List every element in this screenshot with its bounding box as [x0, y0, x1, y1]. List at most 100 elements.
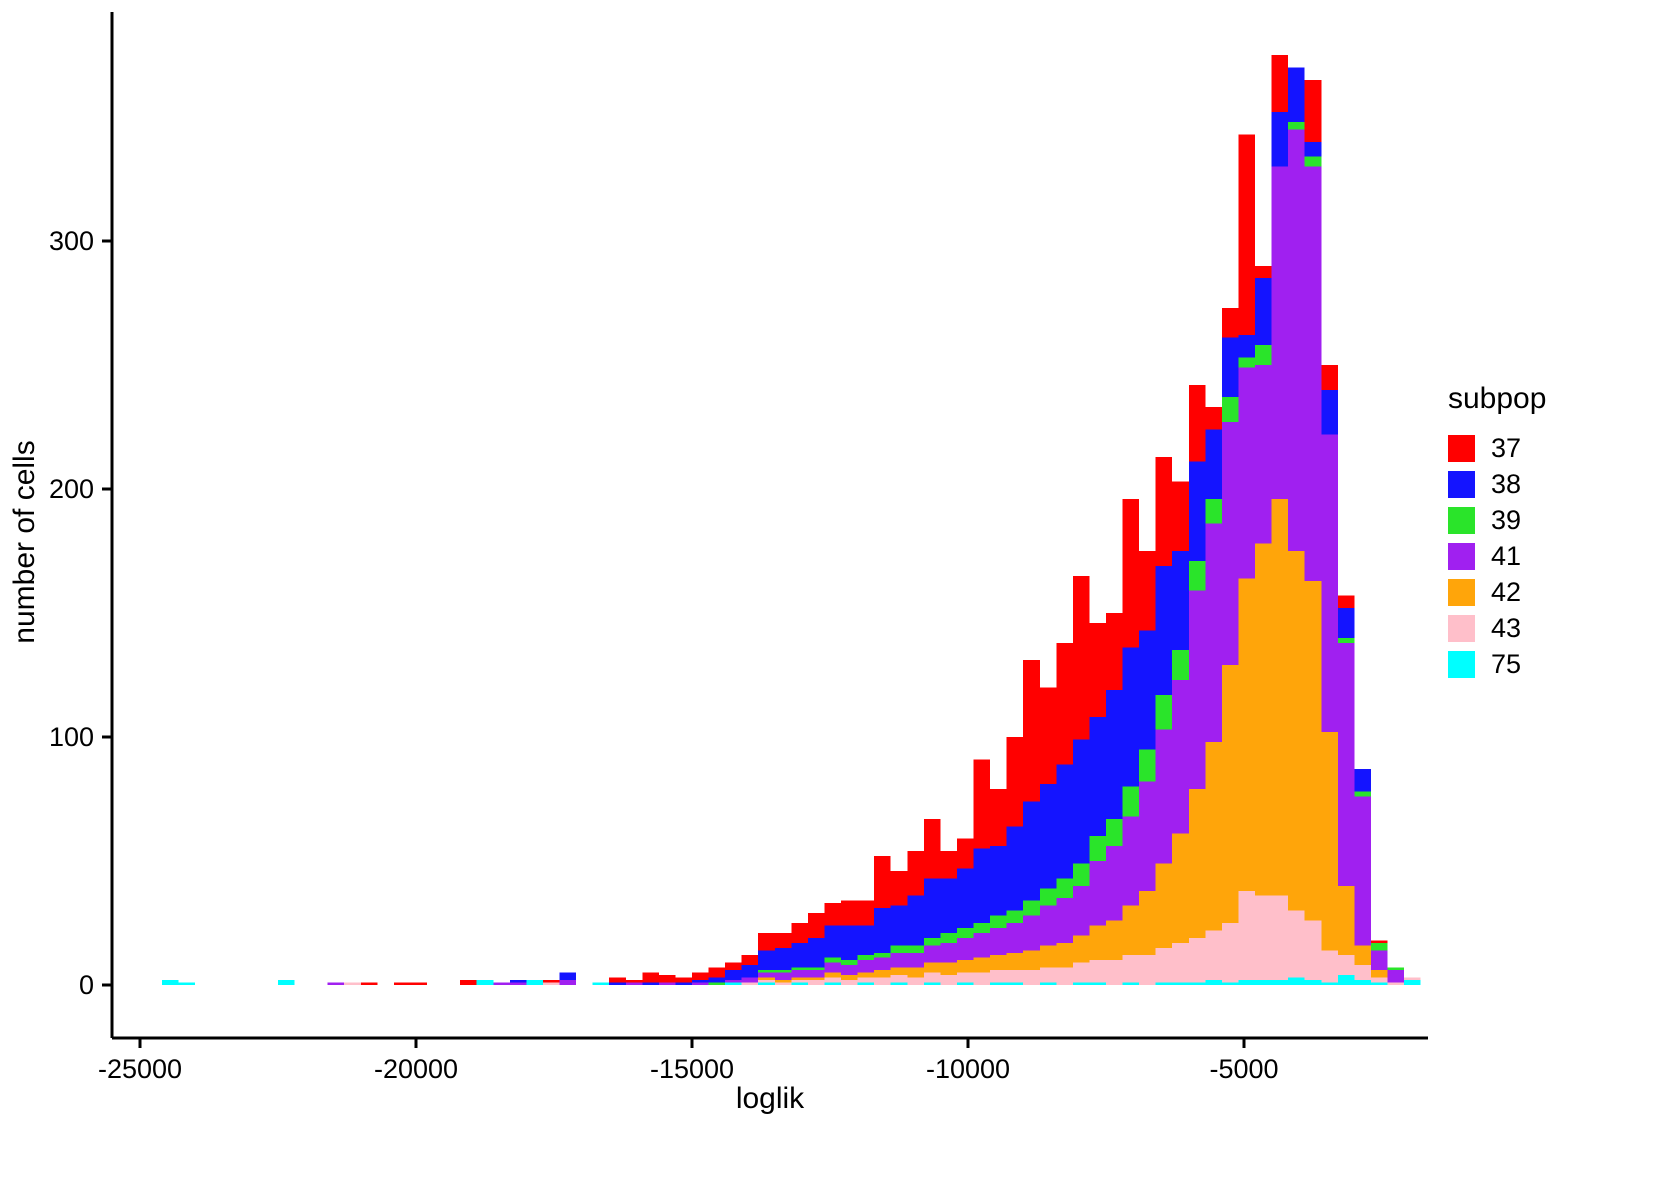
bar-segment-subpop-41 [807, 970, 825, 978]
bar-segment-subpop-43 [1172, 942, 1189, 983]
bar-segment-subpop-42 [1370, 970, 1388, 978]
bar-segment-subpop-75 [1304, 980, 1322, 985]
bar-segment-subpop-43 [841, 980, 858, 985]
bar-segment-subpop-37 [973, 759, 991, 849]
bar-segment-subpop-41 [1006, 923, 1024, 953]
bar-segment-subpop-43 [1370, 977, 1388, 983]
bar-segment-subpop-41 [841, 965, 858, 976]
bar-segment-subpop-39 [923, 937, 941, 946]
bar-segment-subpop-39 [807, 967, 825, 971]
bar-segment-subpop-38 [1106, 689, 1123, 819]
bar-segment-subpop-43 [990, 970, 1007, 983]
bar-segment-subpop-43 [542, 982, 560, 985]
bar-segment-subpop-43 [758, 980, 775, 983]
bar-segment-subpop-38 [857, 925, 875, 956]
bar-segment-subpop-41 [625, 982, 643, 985]
bar-segment-subpop-42 [1006, 952, 1024, 971]
bar-segment-subpop-41 [874, 957, 891, 971]
bar-segment-subpop-41 [1370, 950, 1388, 971]
bar-segment-subpop-38 [758, 950, 775, 971]
bar-segment-subpop-39 [758, 970, 775, 973]
bar-segment-subpop-38 [1155, 565, 1173, 695]
bar-segment-subpop-41 [1122, 816, 1140, 906]
bar-segment-subpop-38 [890, 905, 908, 946]
bar-segment-subpop-39 [1387, 967, 1405, 971]
legend: subpop 37 38 39 41 42 43 75 [1448, 382, 1546, 682]
bar-segment-subpop-39 [907, 945, 924, 953]
bar-segment-subpop-39 [1006, 910, 1024, 923]
bar-segment-subpop-37 [460, 980, 477, 985]
bar-segment-subpop-39 [1056, 878, 1073, 899]
bar-segment-subpop-38 [1139, 630, 1156, 750]
bar-segment-subpop-39 [1023, 900, 1040, 916]
x-axis-title: loglik [735, 1082, 805, 1115]
bar-segment-subpop-37 [940, 851, 957, 879]
bar-segment-subpop-41 [725, 980, 742, 983]
bar-segment-subpop-42 [774, 980, 792, 983]
bar-segment-subpop-42 [1255, 543, 1272, 896]
legend-label: 38 [1491, 468, 1522, 499]
bar-segment-subpop-43 [1023, 970, 1040, 985]
bar-segment-subpop-37 [890, 870, 908, 906]
bar-segment-subpop-43 [1238, 890, 1256, 981]
bar-segment-subpop-41 [1255, 365, 1272, 544]
bar-segment-subpop-39 [774, 970, 792, 973]
legend-label: 75 [1491, 648, 1522, 679]
bar-segment-subpop-37 [692, 972, 709, 981]
bar-segment-subpop-37 [675, 977, 692, 983]
bar-segment-subpop-43 [857, 977, 875, 983]
legend-label: 39 [1491, 504, 1522, 535]
bar-segment-subpop-43 [344, 982, 361, 985]
bar-segment-subpop-42 [1039, 945, 1057, 968]
bar-segment-subpop-75 [1122, 982, 1140, 985]
bar-segment-subpop-39 [1288, 121, 1305, 130]
bar-segment-subpop-42 [1072, 935, 1090, 963]
bar-segment-subpop-38 [923, 878, 941, 938]
bar-segment-subpop-41 [990, 927, 1007, 956]
bar-segment-subpop-75 [1370, 982, 1388, 985]
bar-segment-subpop-39 [1370, 942, 1388, 951]
bar-segment-subpop-37 [1139, 551, 1156, 631]
legend-swatch-39 [1448, 506, 1475, 534]
bar-segment-subpop-75 [1337, 975, 1355, 985]
bar-segment-subpop-39 [940, 932, 957, 943]
bar-segment-subpop-43 [1122, 955, 1140, 983]
bar-segment-subpop-38 [874, 908, 891, 953]
bar-segment-subpop-75 [1089, 982, 1106, 985]
bar-segment-subpop-42 [956, 960, 974, 973]
bar-segment-subpop-41 [1221, 422, 1239, 666]
bar-segment-subpop-41 [1056, 898, 1073, 943]
bar-segment-subpop-42 [1304, 580, 1322, 921]
bar-segment-subpop-42 [890, 967, 908, 976]
bar-segment-subpop-37 [1238, 134, 1256, 336]
bar-segment-subpop-43 [1106, 960, 1123, 985]
bar-segment-subpop-75 [725, 982, 742, 985]
bar-segment-subpop-43 [940, 975, 957, 985]
bar-segment-subpop-75 [1321, 982, 1338, 985]
bar-segment-subpop-41 [1205, 523, 1222, 742]
bar-segment-subpop-41 [1188, 590, 1206, 790]
bar-segment-subpop-75 [162, 980, 179, 985]
bar-segment-subpop-37 [1155, 456, 1173, 566]
bar-segment-subpop-38 [791, 942, 808, 968]
bar-segment-subpop-41 [509, 982, 527, 985]
bar-segment-subpop-43 [1039, 967, 1057, 983]
bar-segment-subpop-37 [1304, 79, 1322, 142]
bar-segment-subpop-43 [1255, 895, 1272, 981]
bar-segment-subpop-38 [1023, 801, 1040, 901]
legend-label: 41 [1491, 540, 1522, 571]
bar-segment-subpop-43 [1205, 930, 1222, 981]
bar-segment-subpop-38 [973, 848, 991, 923]
y-tick-label: 100 [49, 722, 94, 752]
bar-segment-subpop-43 [1354, 965, 1371, 981]
bar-segment-subpop-38 [1172, 551, 1189, 651]
bar-segment-subpop-38 [675, 982, 692, 985]
bar-segment-subpop-41 [1023, 915, 1040, 951]
legend-swatch-42 [1448, 578, 1475, 606]
bar-segment-subpop-42 [1023, 950, 1040, 971]
bar-segment-subpop-37 [1271, 55, 1289, 113]
bar-segment-subpop-75 [1238, 980, 1256, 985]
legend-item-75: 75 [1448, 646, 1546, 682]
bar-segment-subpop-42 [1354, 945, 1371, 966]
